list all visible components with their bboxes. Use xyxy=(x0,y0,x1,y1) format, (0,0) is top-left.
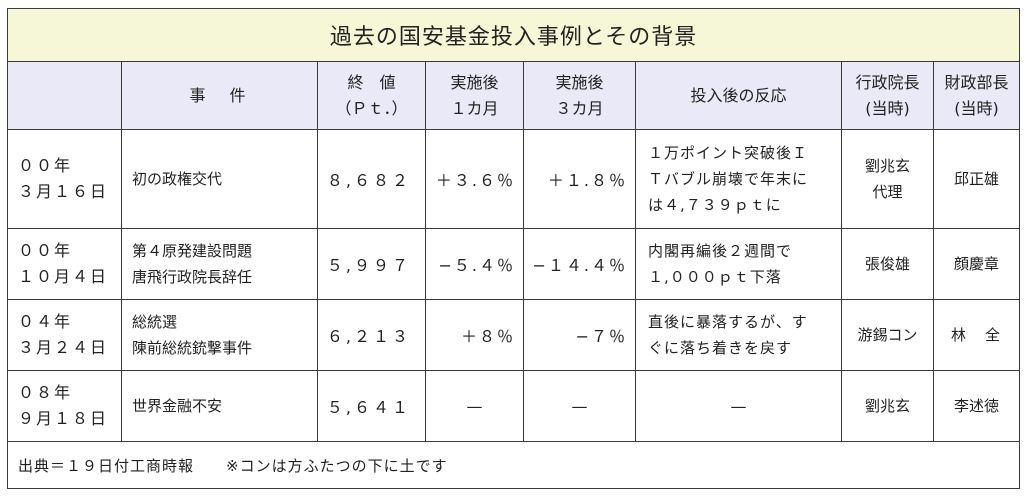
table-title: 過去の国安基金投入事例とその背景 xyxy=(6,8,1021,62)
cell-after-1m: ＋８％ xyxy=(425,299,524,371)
header-finance-minister: 財政部長 (当時) xyxy=(932,61,1021,130)
table-row: ０４年 ３月２４日 総統選 陳前総統銃撃事件 ６,２１３ ＋８％ −７％ 直後に暴落… xyxy=(7,299,1021,371)
cell-close: ６,２１３ xyxy=(317,299,426,371)
header-close: 終 値（Ｐｔ．） xyxy=(317,61,426,130)
cell-premier: 劉兆玄 代理 xyxy=(841,129,934,229)
cell-reaction: １万ポイント突破後Ｉ Ｔバブル崩壊で年末に は４,７３９ｐｔに xyxy=(635,129,842,229)
cell-finance-minister: 顔慶章 xyxy=(932,228,1021,300)
header-row: 事 件 終 値（Ｐｔ．） 実施後 １カ月 実施後 ３カ月 投入後の反応 行政院長 (当… xyxy=(7,61,1021,130)
cell-event: 世界金融不安 xyxy=(121,370,318,442)
cell-premier: 張俊雄 xyxy=(841,228,934,300)
cell-event: 総統選 陳前総統銃撃事件 xyxy=(121,299,318,371)
cell-close: ８,６８２ xyxy=(317,129,426,229)
header-after-3m: 実施後 ３カ月 xyxy=(523,61,636,130)
cell-after-1m: ＋３.６％ xyxy=(425,129,524,229)
cell-finance-minister: 邱正雄 xyxy=(932,129,1021,229)
cell-after-3m: — xyxy=(523,370,636,442)
cell-close: ５,６４１ xyxy=(317,370,426,442)
cell-reaction: — xyxy=(635,370,842,442)
header-premier: 行政院長 (当時) xyxy=(841,61,934,130)
header-reaction: 投入後の反応 xyxy=(635,61,842,130)
intervention-table: 過去の国安基金投入事例とその背景 事 件 終 値（Ｐｔ．） 実施後 １カ月 実施後… xyxy=(6,8,1021,489)
header-after-1m: 実施後 １カ月 xyxy=(425,61,524,130)
cell-after-3m: ＋１.８％ xyxy=(523,129,636,229)
cell-after-3m: −１４.４％ xyxy=(523,228,636,300)
cell-after-1m: — xyxy=(425,370,524,442)
header-event: 事 件 xyxy=(121,61,318,130)
cell-premier: 劉兆玄 xyxy=(841,370,934,442)
table-row: ００年 １０月４日 第４原発建設問題 唐飛行政院長辞任 ５,９９７ −５.４％ −１… xyxy=(7,228,1021,300)
cell-after-3m: −７％ xyxy=(523,299,636,371)
cell-date: ０４年 ３月２４日 xyxy=(7,299,122,371)
cell-premier: 游錫コン xyxy=(841,299,934,371)
cell-date: ００年 ３月１６日 xyxy=(7,129,122,229)
cell-event: 初の政権交代 xyxy=(121,129,318,229)
cell-date: ００年 １０月４日 xyxy=(7,228,122,300)
cell-event: 第４原発建設問題 唐飛行政院長辞任 xyxy=(121,228,318,300)
cell-finance-minister: 林 全 xyxy=(932,299,1021,371)
table-row: ００年 ３月１６日 初の政権交代 ８,６８２ ＋３.６％ ＋１.８％ １万ポイント… xyxy=(7,129,1021,229)
cell-reaction: 直後に暴落するが、す ぐに落ち着きを戻す xyxy=(635,299,842,371)
table-footer-source: 出典＝１９日付工商時報 ※コンは方ふたつの下に土です xyxy=(6,441,1021,489)
cell-close: ５,９９７ xyxy=(317,228,426,300)
cell-date: ０８年 ９月１８日 xyxy=(7,370,122,442)
cell-after-1m: −５.４％ xyxy=(425,228,524,300)
header-date xyxy=(7,61,122,130)
cell-reaction: 内閣再編後２週間で １,０００ｐｔ下落 xyxy=(635,228,842,300)
table-row: ０８年 ９月１８日 世界金融不安 ５,６４１ — — — 劉兆玄 李述徳 xyxy=(7,370,1021,442)
cell-finance-minister: 李述徳 xyxy=(932,370,1021,442)
